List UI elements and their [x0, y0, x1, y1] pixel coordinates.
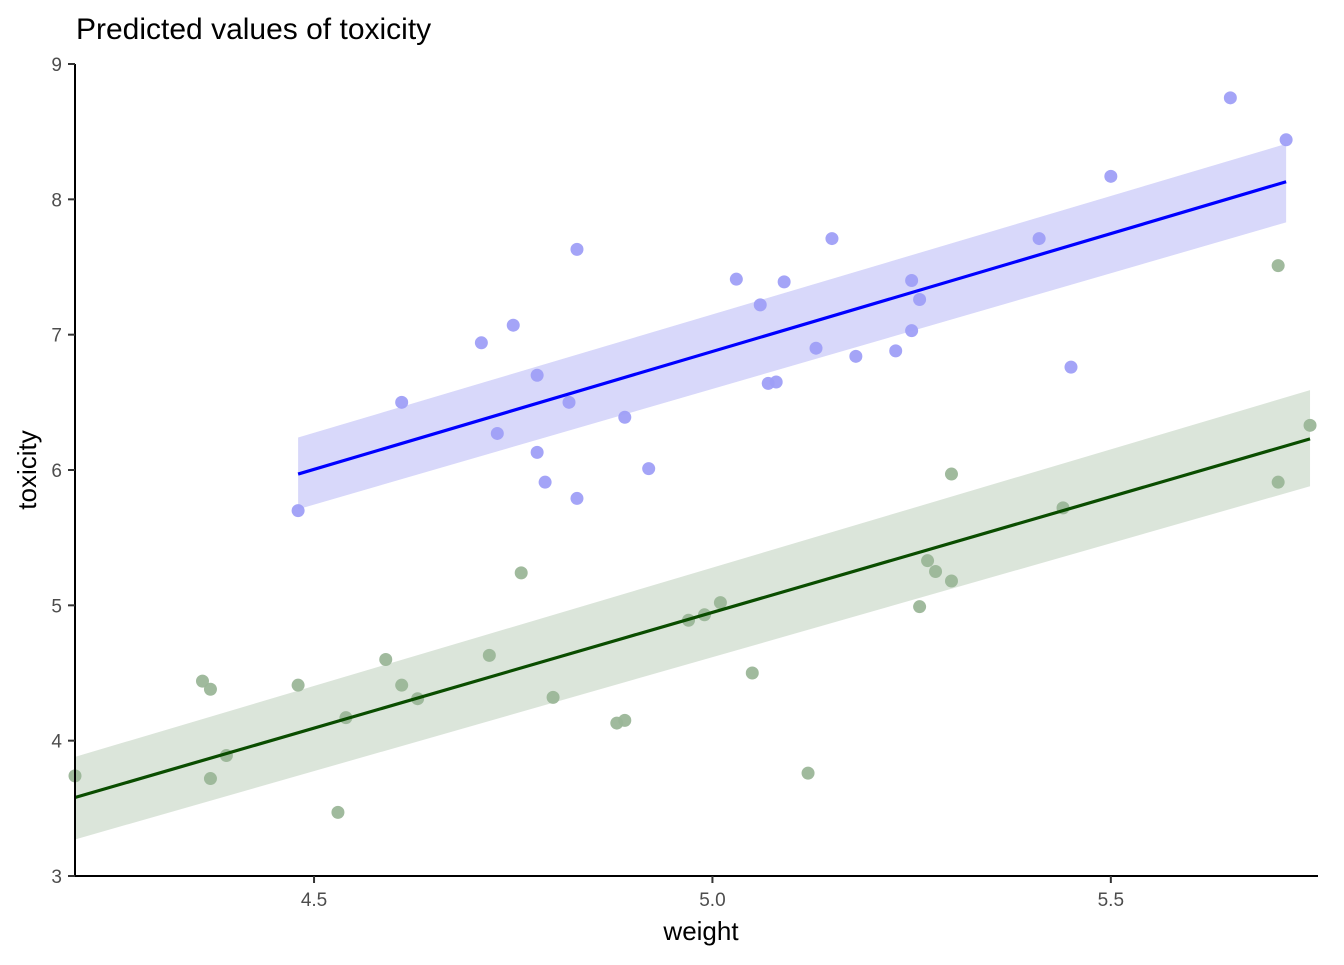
- data-point-1-29: [1223, 91, 1237, 105]
- data-point-1-5: [506, 318, 520, 332]
- y-tick-label: 9: [51, 55, 62, 76]
- data-point-2-4: [203, 772, 217, 786]
- y-tick-label: 3: [51, 867, 62, 888]
- fit-line-2: [74, 437, 1311, 800]
- y-tick-label: 6: [51, 461, 62, 482]
- y-tick-label: 4: [51, 732, 62, 753]
- chart-title: Predicted values of toxicity: [76, 13, 431, 46]
- data-point-2-6: [291, 678, 305, 692]
- data-point-1-23: [905, 274, 919, 288]
- x-tick-label: 5.0: [699, 890, 725, 911]
- data-point-2-25: [944, 467, 958, 481]
- data-point-1-17: [769, 375, 783, 389]
- data-point-1-24: [905, 324, 919, 338]
- data-point-1-15: [753, 298, 767, 312]
- data-point-2-13: [514, 566, 528, 580]
- data-point-2-23: [921, 554, 935, 568]
- data-point-1-27: [1064, 360, 1078, 374]
- data-point-1-1: [291, 504, 305, 518]
- data-point-2-14: [546, 690, 560, 704]
- data-point-1-22: [889, 344, 903, 358]
- data-point-2-19: [713, 596, 727, 610]
- data-point-1-7: [530, 445, 544, 459]
- data-point-1-11: [570, 491, 584, 505]
- axis-ticks: 4.5 5.0 5.5 3 4 5 6 7 8 9: [51, 55, 1124, 911]
- data-point-1-2: [395, 395, 409, 409]
- data-point-2-7: [331, 805, 345, 819]
- confidence-band-2: [75, 390, 1311, 840]
- data-point-2-21: [801, 766, 815, 780]
- data-point-1-30: [1279, 133, 1293, 147]
- data-point-2-28: [1271, 259, 1285, 273]
- data-point-2-24: [929, 565, 943, 578]
- y-tick-label: 8: [51, 190, 62, 211]
- data-point-2-22: [913, 600, 927, 614]
- data-point-2-9: [379, 652, 393, 666]
- data-point-1-13: [642, 462, 656, 476]
- y-axis-title: toxicity: [12, 430, 42, 509]
- x-tick-label: 4.5: [301, 890, 327, 911]
- plot-area: [68, 91, 1317, 840]
- data-point-2-12: [482, 648, 496, 662]
- fit-line-1: [297, 180, 1287, 476]
- y-tick-label: 5: [51, 596, 62, 617]
- data-point-2-2: [195, 674, 209, 688]
- data-point-2-16: [618, 713, 632, 727]
- data-point-1-25: [913, 292, 927, 306]
- x-axis-title: weight: [662, 916, 739, 946]
- data-point-1-19: [809, 341, 823, 355]
- data-point-2-30: [1303, 418, 1317, 432]
- data-point-2-3: [203, 682, 217, 696]
- data-point-2-20: [745, 666, 759, 680]
- data-point-2-26: [944, 574, 958, 588]
- data-point-1-14: [729, 272, 743, 286]
- data-point-2-10: [395, 678, 409, 692]
- data-point-1-26: [1032, 232, 1046, 246]
- data-point-1-8: [538, 475, 552, 489]
- data-point-1-9: [562, 395, 576, 409]
- data-point-1-10: [570, 242, 584, 256]
- data-point-1-18: [777, 275, 791, 289]
- x-tick-label: 5.5: [1098, 890, 1124, 911]
- data-point-1-4: [490, 426, 504, 440]
- data-point-1-3: [474, 336, 488, 350]
- data-point-1-12: [618, 410, 632, 424]
- data-point-1-28: [1104, 169, 1118, 183]
- data-point-1-21: [849, 349, 863, 363]
- data-point-2-29: [1271, 475, 1285, 489]
- y-tick-label: 7: [51, 326, 62, 347]
- data-point-1-20: [825, 232, 839, 246]
- data-point-1-6: [530, 368, 544, 382]
